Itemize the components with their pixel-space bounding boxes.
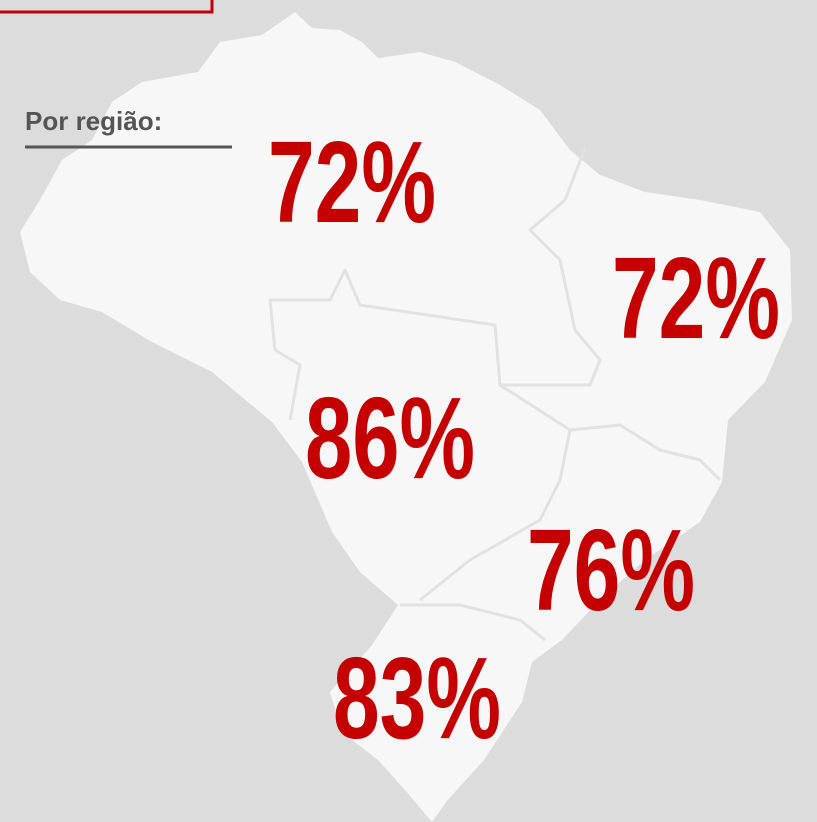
header-box — [0, 0, 214, 14]
region-border — [419, 383, 572, 602]
region-border — [268, 147, 602, 421]
region-label: 86% — [305, 373, 475, 503]
region-label: 72% — [612, 233, 780, 363]
region-label: 76% — [527, 505, 695, 635]
region-label: 72% — [268, 117, 436, 247]
region-border — [569, 423, 722, 482]
heading: Por região: — [25, 106, 162, 136]
brazil-shape — [20, 12, 792, 822]
region-border — [400, 603, 546, 642]
region-label: 83% — [333, 633, 501, 763]
